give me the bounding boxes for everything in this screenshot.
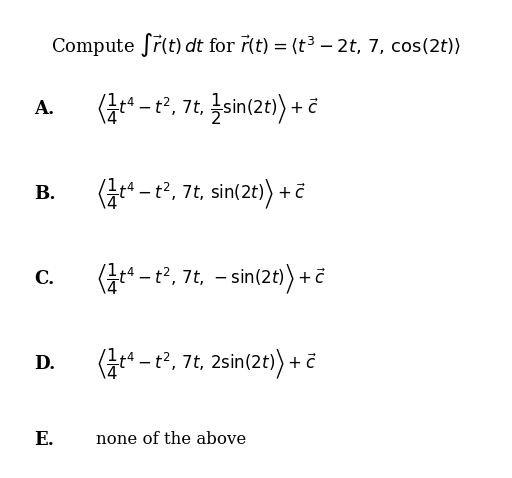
Text: B.: B.	[34, 185, 56, 203]
Text: E.: E.	[34, 431, 54, 449]
Text: none of the above: none of the above	[96, 431, 246, 448]
Text: D.: D.	[34, 355, 55, 373]
Text: $\left\langle \dfrac{1}{4}t^4 - t^2,\, 7t,\, \dfrac{1}{2}\sin(2t)\right\rangle +: $\left\langle \dfrac{1}{4}t^4 - t^2,\, 7…	[96, 91, 318, 127]
Text: Compute $\int \vec{r}(t)\,dt$ for $\vec{r}(t) = \langle t^3 - 2t,\, 7,\, \cos(2t: Compute $\int \vec{r}(t)\,dt$ for $\vec{…	[51, 31, 461, 59]
Text: $\left\langle \dfrac{1}{4}t^4 - t^2,\, 7t,\, \sin(2t)\right\rangle + \vec{c}$: $\left\langle \dfrac{1}{4}t^4 - t^2,\, 7…	[96, 176, 306, 212]
Text: $\left\langle \dfrac{1}{4}t^4 - t^2,\, 7t,\, -\sin(2t)\right\rangle + \vec{c}$: $\left\langle \dfrac{1}{4}t^4 - t^2,\, 7…	[96, 261, 326, 297]
Text: C.: C.	[34, 270, 54, 288]
Text: A.: A.	[34, 100, 54, 118]
Text: $\left\langle \dfrac{1}{4}t^4 - t^2,\, 7t,\, 2\sin(2t)\right\rangle + \vec{c}$: $\left\langle \dfrac{1}{4}t^4 - t^2,\, 7…	[96, 347, 316, 382]
